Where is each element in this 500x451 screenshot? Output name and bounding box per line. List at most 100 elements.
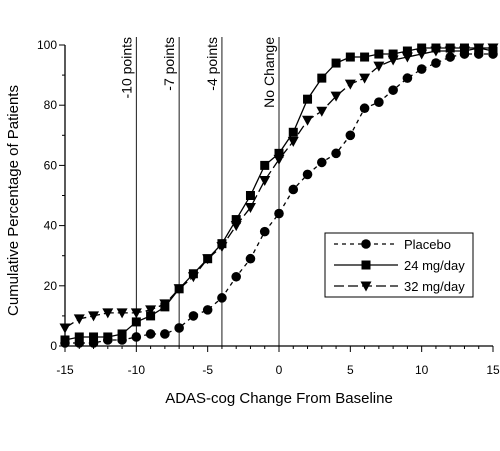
legend: Placebo 24 mg/day 32 mg/day	[324, 232, 474, 298]
data-point	[173, 284, 185, 295]
x-tick-label: -10	[128, 363, 146, 377]
data-point	[373, 61, 385, 72]
data-point	[59, 323, 71, 334]
data-point	[317, 73, 327, 83]
data-point	[130, 308, 142, 319]
y-tick-label: 20	[44, 279, 58, 293]
data-point	[331, 148, 341, 159]
data-point	[231, 271, 241, 282]
data-point	[417, 43, 427, 53]
series	[59, 43, 499, 334]
data-point	[287, 136, 299, 147]
reference-line-label: -4 points	[204, 37, 220, 91]
data-point	[89, 332, 99, 342]
data-point	[187, 272, 199, 283]
data-point	[431, 58, 441, 68]
y-axis-label: Cumulative Percentage of Patients	[5, 85, 22, 316]
reference-line-label: -7 points	[161, 37, 177, 91]
data-point	[374, 97, 384, 107]
data-point	[116, 308, 128, 319]
data-point	[444, 46, 456, 57]
data-point	[288, 184, 299, 195]
plot-area	[59, 43, 499, 348]
data-point	[361, 239, 371, 249]
data-point	[345, 52, 355, 62]
y-tick-label: 100	[37, 38, 57, 52]
data-point	[331, 58, 341, 68]
data-point	[145, 329, 156, 339]
data-point	[388, 85, 398, 95]
data-point	[245, 191, 255, 200]
data-point	[74, 332, 84, 342]
data-point	[402, 73, 413, 83]
data-point	[274, 208, 284, 219]
data-point	[216, 242, 228, 253]
data-point	[316, 106, 328, 117]
data-point	[103, 332, 113, 342]
x-tick-label: 5	[347, 363, 354, 377]
reference-lines: -10 points -7 points -4 points No Change	[118, 37, 280, 346]
data-point	[302, 169, 313, 180]
data-point	[387, 55, 399, 66]
legend-entry-label: 24 mg/day	[404, 258, 465, 273]
reference-line-label: No Change	[261, 37, 277, 108]
data-point	[145, 305, 157, 316]
x-tick-label: 15	[486, 363, 500, 377]
data-point	[202, 254, 214, 265]
data-point	[117, 329, 127, 339]
x-tick-label: -15	[56, 363, 74, 377]
data-point	[244, 203, 256, 214]
data-point	[188, 311, 199, 321]
data-point	[345, 130, 356, 141]
x-tick-label: -5	[202, 363, 213, 377]
data-point	[131, 332, 142, 342]
data-point	[73, 314, 85, 325]
data-point	[260, 160, 270, 170]
data-point	[202, 305, 213, 315]
data-point	[259, 175, 271, 186]
data-point	[245, 253, 256, 264]
data-point	[288, 127, 298, 137]
data-point	[359, 103, 370, 114]
data-point	[159, 299, 171, 310]
data-point	[487, 43, 499, 54]
data-point	[302, 115, 314, 126]
reference-line-label: -10 points	[118, 37, 134, 98]
legend-entry-label: 32 mg/day	[404, 279, 465, 294]
data-point	[402, 46, 412, 56]
data-point	[344, 79, 356, 90]
data-point	[102, 308, 114, 319]
data-point	[303, 94, 313, 104]
data-point	[445, 52, 456, 62]
data-point	[360, 52, 370, 62]
data-point	[88, 311, 100, 322]
data-point	[388, 49, 398, 59]
data-point	[259, 226, 270, 237]
data-point	[458, 46, 470, 57]
data-point	[330, 91, 342, 102]
data-point	[217, 293, 227, 303]
data-point	[416, 64, 427, 74]
data-point	[230, 221, 242, 232]
x-tick-label: 0	[276, 363, 283, 377]
data-point	[361, 260, 371, 270]
data-point	[359, 73, 371, 84]
data-point	[374, 49, 384, 59]
data-point	[131, 317, 141, 327]
data-point	[317, 157, 327, 168]
y-tick-label: 0	[50, 339, 57, 353]
data-point	[60, 335, 70, 345]
y-tick-label: 40	[44, 219, 58, 233]
x-tick-label: 10	[415, 363, 429, 377]
legend-entry-label: Placebo	[404, 237, 451, 252]
data-point	[146, 311, 156, 321]
data-point	[174, 323, 184, 333]
data-point	[473, 43, 485, 54]
data-point	[231, 215, 241, 225]
y-tick-label: 60	[44, 158, 58, 172]
data-point	[430, 46, 442, 57]
data-point	[274, 148, 284, 158]
data-point	[273, 154, 285, 165]
data-point	[401, 52, 413, 63]
